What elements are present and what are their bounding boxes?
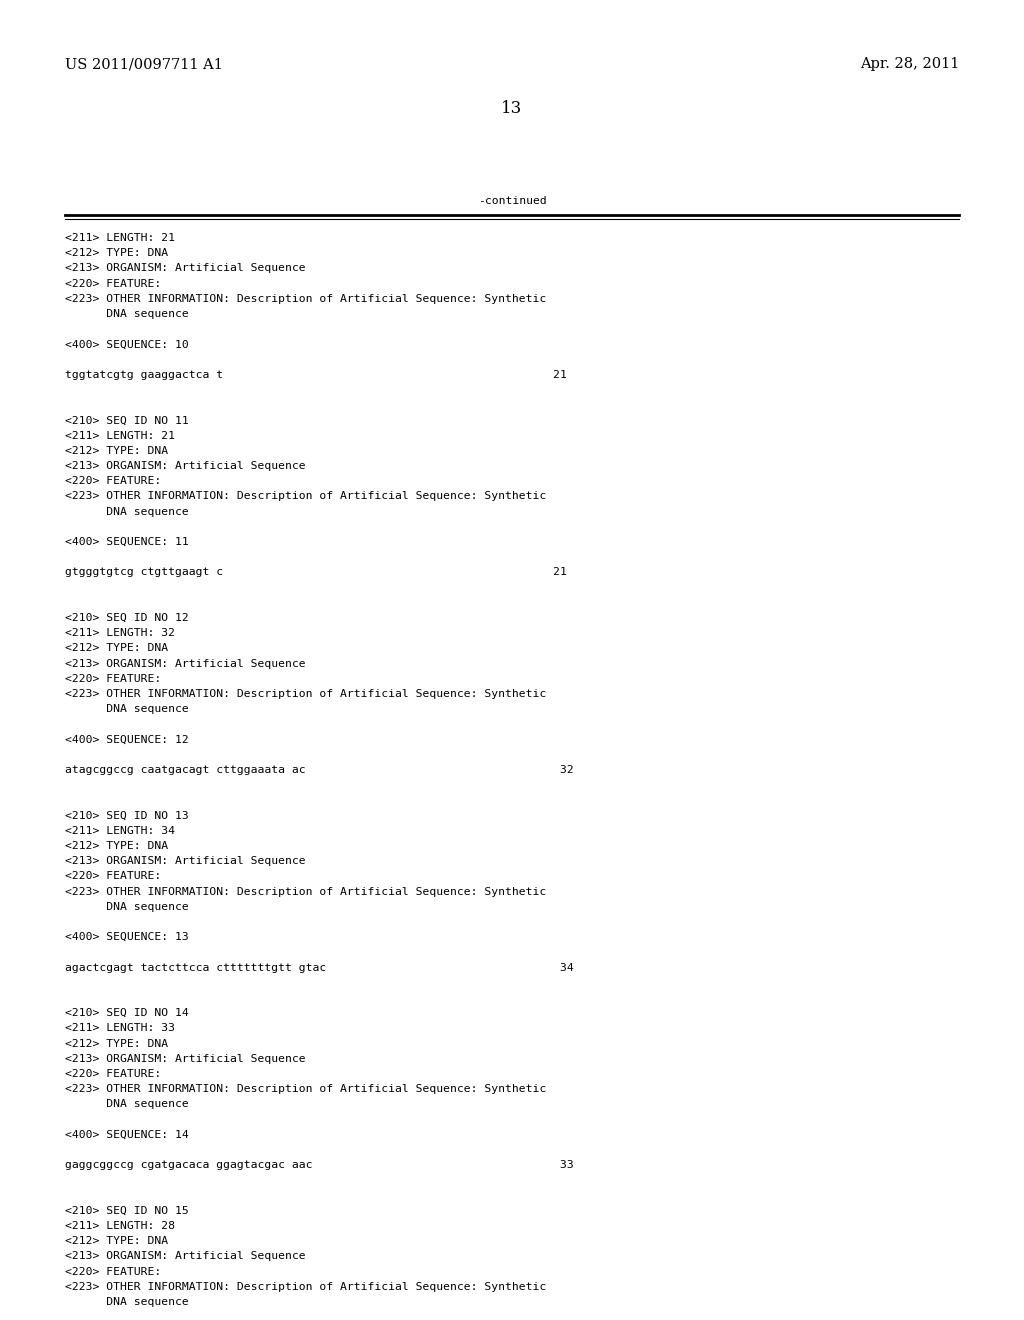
Text: <212> TYPE: DNA: <212> TYPE: DNA <box>65 1039 168 1048</box>
Text: <211> LENGTH: 32: <211> LENGTH: 32 <box>65 628 175 638</box>
Text: <223> OTHER INFORMATION: Description of Artificial Sequence: Synthetic: <223> OTHER INFORMATION: Description of … <box>65 689 546 700</box>
Text: <223> OTHER INFORMATION: Description of Artificial Sequence: Synthetic: <223> OTHER INFORMATION: Description of … <box>65 887 546 896</box>
Text: <213> ORGANISM: Artificial Sequence: <213> ORGANISM: Artificial Sequence <box>65 1251 305 1262</box>
Text: DNA sequence: DNA sequence <box>65 507 188 516</box>
Text: gtgggtgtcg ctgttgaagt c                                                21: gtgggtgtcg ctgttgaagt c 21 <box>65 568 567 577</box>
Text: <211> LENGTH: 34: <211> LENGTH: 34 <box>65 826 175 836</box>
Text: US 2011/0097711 A1: US 2011/0097711 A1 <box>65 57 223 71</box>
Text: <400> SEQUENCE: 14: <400> SEQUENCE: 14 <box>65 1130 188 1139</box>
Text: agactcgagt tactcttcca ctttttttgtt gtac                                  34: agactcgagt tactcttcca ctttttttgtt gtac 3… <box>65 962 573 973</box>
Text: <220> FEATURE:: <220> FEATURE: <box>65 871 161 882</box>
Text: DNA sequence: DNA sequence <box>65 1298 188 1307</box>
Text: <223> OTHER INFORMATION: Description of Artificial Sequence: Synthetic: <223> OTHER INFORMATION: Description of … <box>65 491 546 502</box>
Text: <220> FEATURE:: <220> FEATURE: <box>65 279 161 289</box>
Text: <212> TYPE: DNA: <212> TYPE: DNA <box>65 248 168 259</box>
Text: gaggcggccg cgatgacaca ggagtacgac aac                                    33: gaggcggccg cgatgacaca ggagtacgac aac 33 <box>65 1160 573 1171</box>
Text: <210> SEQ ID NO 15: <210> SEQ ID NO 15 <box>65 1205 188 1216</box>
Text: <213> ORGANISM: Artificial Sequence: <213> ORGANISM: Artificial Sequence <box>65 857 305 866</box>
Text: <210> SEQ ID NO 13: <210> SEQ ID NO 13 <box>65 810 188 821</box>
Text: <212> TYPE: DNA: <212> TYPE: DNA <box>65 1237 168 1246</box>
Text: <210> SEQ ID NO 12: <210> SEQ ID NO 12 <box>65 612 188 623</box>
Text: <220> FEATURE:: <220> FEATURE: <box>65 1069 161 1078</box>
Text: DNA sequence: DNA sequence <box>65 309 188 319</box>
Text: <212> TYPE: DNA: <212> TYPE: DNA <box>65 446 168 455</box>
Text: <211> LENGTH: 33: <211> LENGTH: 33 <box>65 1023 175 1034</box>
Text: <400> SEQUENCE: 12: <400> SEQUENCE: 12 <box>65 735 188 744</box>
Text: <212> TYPE: DNA: <212> TYPE: DNA <box>65 841 168 851</box>
Text: Apr. 28, 2011: Apr. 28, 2011 <box>859 57 959 71</box>
Text: <223> OTHER INFORMATION: Description of Artificial Sequence: Synthetic: <223> OTHER INFORMATION: Description of … <box>65 294 546 304</box>
Text: -continued: -continued <box>477 195 547 206</box>
Text: <213> ORGANISM: Artificial Sequence: <213> ORGANISM: Artificial Sequence <box>65 1053 305 1064</box>
Text: <220> FEATURE:: <220> FEATURE: <box>65 477 161 486</box>
Text: <400> SEQUENCE: 10: <400> SEQUENCE: 10 <box>65 339 188 350</box>
Text: DNA sequence: DNA sequence <box>65 1100 188 1109</box>
Text: <400> SEQUENCE: 11: <400> SEQUENCE: 11 <box>65 537 188 546</box>
Text: <220> FEATURE:: <220> FEATURE: <box>65 673 161 684</box>
Text: <211> LENGTH: 21: <211> LENGTH: 21 <box>65 430 175 441</box>
Text: <223> OTHER INFORMATION: Description of Artificial Sequence: Synthetic: <223> OTHER INFORMATION: Description of … <box>65 1084 546 1094</box>
Text: <220> FEATURE:: <220> FEATURE: <box>65 1267 161 1276</box>
Text: <400> SEQUENCE: 13: <400> SEQUENCE: 13 <box>65 932 188 942</box>
Text: atagcggccg caatgacagt cttggaaata ac                                     32: atagcggccg caatgacagt cttggaaata ac 32 <box>65 766 573 775</box>
Text: <213> ORGANISM: Artificial Sequence: <213> ORGANISM: Artificial Sequence <box>65 659 305 669</box>
Text: 13: 13 <box>502 100 522 117</box>
Text: <212> TYPE: DNA: <212> TYPE: DNA <box>65 643 168 653</box>
Text: <213> ORGANISM: Artificial Sequence: <213> ORGANISM: Artificial Sequence <box>65 264 305 273</box>
Text: DNA sequence: DNA sequence <box>65 704 188 714</box>
Text: <213> ORGANISM: Artificial Sequence: <213> ORGANISM: Artificial Sequence <box>65 461 305 471</box>
Text: <211> LENGTH: 28: <211> LENGTH: 28 <box>65 1221 175 1232</box>
Text: tggtatcgtg gaaggactca t                                                21: tggtatcgtg gaaggactca t 21 <box>65 370 567 380</box>
Text: <223> OTHER INFORMATION: Description of Artificial Sequence: Synthetic: <223> OTHER INFORMATION: Description of … <box>65 1282 546 1292</box>
Text: <211> LENGTH: 21: <211> LENGTH: 21 <box>65 234 175 243</box>
Text: <210> SEQ ID NO 11: <210> SEQ ID NO 11 <box>65 416 188 425</box>
Text: DNA sequence: DNA sequence <box>65 902 188 912</box>
Text: <210> SEQ ID NO 14: <210> SEQ ID NO 14 <box>65 1008 188 1018</box>
